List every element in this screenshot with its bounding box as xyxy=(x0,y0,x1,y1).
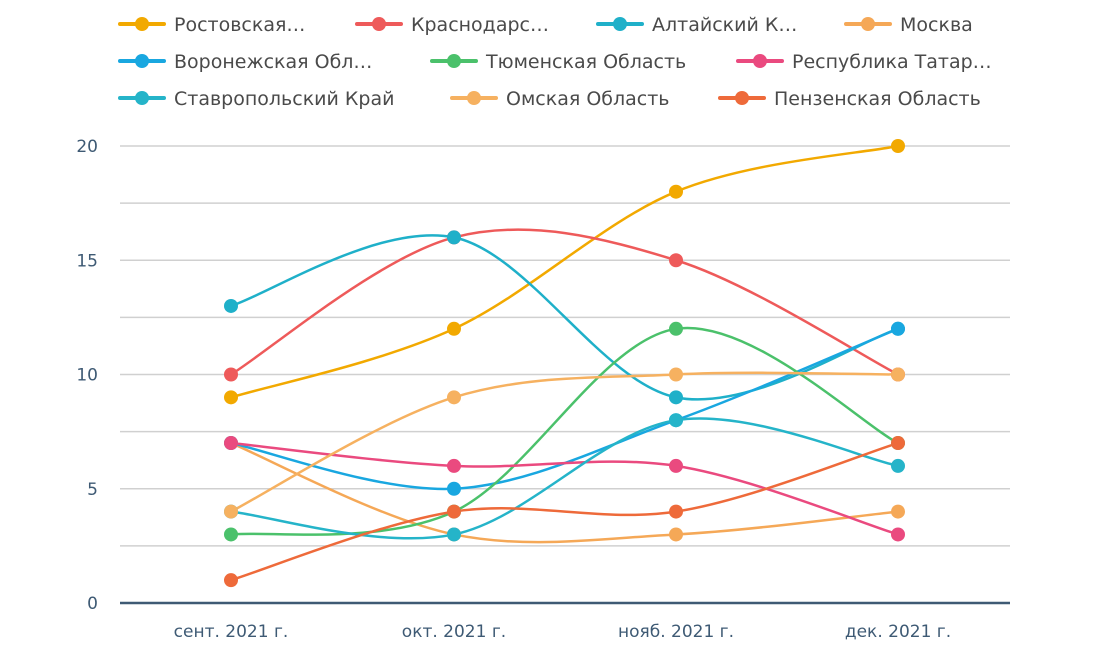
legend-item[interactable]: Омская Область xyxy=(450,88,670,110)
data-point[interactable] xyxy=(669,458,683,473)
data-point[interactable] xyxy=(669,253,683,268)
legend-dot-marker xyxy=(735,91,749,105)
legend-label: Пензенская Область xyxy=(774,88,981,110)
data-point[interactable] xyxy=(891,321,905,336)
legend-item[interactable]: Воронежская Обл… xyxy=(118,51,372,73)
series-line xyxy=(230,326,899,536)
series-line xyxy=(230,144,899,399)
data-point[interactable] xyxy=(447,390,461,405)
x-tick-label: сент. 2021 г. xyxy=(174,622,289,642)
data-point[interactable] xyxy=(669,390,683,405)
legend-label: Ставропольский Край xyxy=(174,88,394,110)
data-point[interactable] xyxy=(669,504,683,519)
x-axis-ticks: сент. 2021 г. окт. 2021 г. нояб. 2021 г. де… xyxy=(174,622,951,642)
legend-item[interactable]: Ставропольский Край xyxy=(118,88,394,110)
legend-item[interactable]: Алтайский К… xyxy=(596,14,797,36)
data-point[interactable] xyxy=(669,367,683,382)
data-point[interactable] xyxy=(224,367,238,382)
series-line xyxy=(230,417,899,540)
data-point[interactable] xyxy=(891,458,905,473)
data-point[interactable] xyxy=(891,504,905,519)
legend-label: Тюменская Область xyxy=(485,51,686,73)
legend-dot-marker xyxy=(135,91,149,105)
legend-dot-marker xyxy=(861,17,875,31)
legend-item[interactable]: Тюменская Область xyxy=(430,51,686,73)
legend-label: Омская Область xyxy=(506,88,670,110)
chart-series-points xyxy=(224,139,905,588)
legend-label: Воронежская Обл… xyxy=(174,51,372,73)
legend-label: Ростовская… xyxy=(174,14,305,36)
legend-dot-marker xyxy=(135,54,149,68)
legend-item[interactable]: Пензенская Область xyxy=(718,88,981,110)
data-point[interactable] xyxy=(669,413,683,428)
legend-item[interactable]: Краснодарс… xyxy=(355,14,549,36)
legend-dot-marker xyxy=(613,17,627,31)
data-point[interactable] xyxy=(224,298,238,313)
data-point[interactable] xyxy=(891,139,905,153)
legend-dot-marker xyxy=(753,54,767,68)
legend-label: Краснодарс… xyxy=(411,14,549,36)
x-tick-label: дек. 2021 г. xyxy=(845,622,951,642)
chart-legend: Ростовская… Краснодарс… Алтайский К… Москва… xyxy=(118,14,992,110)
y-tick-label: 10 xyxy=(76,366,98,386)
x-tick-label: окт. 2021 г. xyxy=(402,622,506,642)
legend-label: Москва xyxy=(900,14,973,36)
legend-label: Алтайский К… xyxy=(652,14,797,36)
series-line xyxy=(230,228,899,376)
y-tick-label: 15 xyxy=(76,251,98,271)
series-line xyxy=(230,441,899,582)
series-line xyxy=(230,234,899,401)
legend-dot-marker xyxy=(135,17,149,31)
y-tick-label: 20 xyxy=(76,137,98,157)
data-point[interactable] xyxy=(224,390,238,405)
data-point[interactable] xyxy=(447,481,461,496)
data-point[interactable] xyxy=(447,504,461,519)
legend-dot-marker xyxy=(372,17,386,31)
chart-series-lines xyxy=(230,144,899,582)
data-point[interactable] xyxy=(447,527,461,542)
data-point[interactable] xyxy=(447,230,461,245)
data-point[interactable] xyxy=(669,184,683,199)
legend-label: Республика Татар… xyxy=(792,51,992,73)
data-point[interactable] xyxy=(891,436,905,451)
data-point[interactable] xyxy=(224,573,238,588)
data-point[interactable] xyxy=(447,458,461,473)
data-point[interactable] xyxy=(224,436,238,451)
legend-dot-marker xyxy=(467,91,481,105)
data-point[interactable] xyxy=(447,321,461,336)
legend-item[interactable]: Республика Татар… xyxy=(736,51,992,73)
legend-item[interactable]: Ростовская… xyxy=(118,14,305,36)
y-axis-ticks: 0 5 10 15 20 xyxy=(76,137,98,614)
x-tick-label: нояб. 2021 г. xyxy=(618,622,734,642)
chart-grid xyxy=(120,145,1010,547)
y-tick-label: 0 xyxy=(87,594,98,614)
data-point[interactable] xyxy=(669,321,683,336)
data-point[interactable] xyxy=(224,527,238,542)
y-tick-label: 5 xyxy=(87,480,98,500)
data-point[interactable] xyxy=(669,527,683,542)
data-point[interactable] xyxy=(891,367,905,382)
series-line xyxy=(230,441,899,544)
data-point[interactable] xyxy=(891,527,905,542)
series-line xyxy=(230,327,899,491)
legend-dot-marker xyxy=(447,54,461,68)
data-point[interactable] xyxy=(224,504,238,519)
series-line xyxy=(230,371,899,513)
legend-item[interactable]: Москва xyxy=(844,14,973,36)
